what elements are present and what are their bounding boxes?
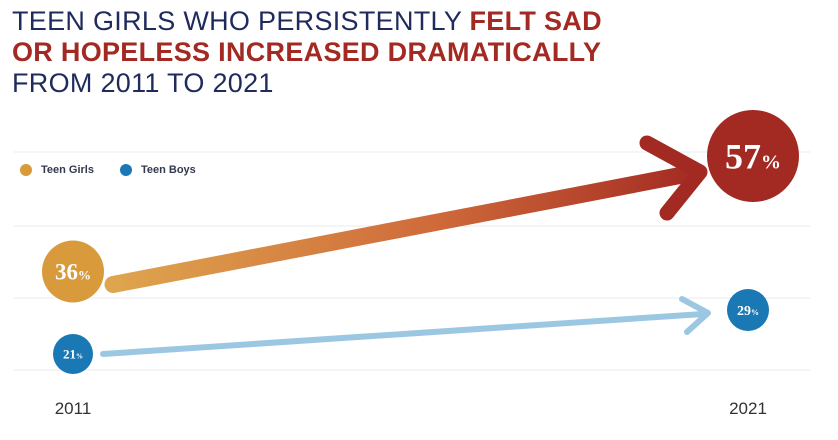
title-highlight-2: OR HOPELESS INCREASED DRAMATICALLY: [12, 37, 602, 67]
legend-dot-girls: [20, 164, 32, 176]
x-tick-2011: 2011: [55, 399, 92, 418]
x-tick-2021: 2021: [729, 399, 767, 418]
teen-boys-2011-dot: [53, 334, 93, 374]
legend: Teen Girls Teen Boys: [20, 164, 222, 176]
teen-girls-2021-unit: %: [761, 152, 781, 174]
teen-boys-arrowhead: [679, 296, 711, 335]
teen-boys-2021-dot: [727, 289, 769, 331]
legend-label-boys: Teen Boys: [140, 164, 196, 176]
legend-item-girls: Teen Girls: [20, 164, 94, 176]
teen-girls-arrowhead: [639, 135, 708, 221]
teen-girls-line: [104, 163, 707, 293]
teen-boys-line: [100, 311, 706, 357]
series-layer: 36%21%29%57%: [42, 110, 799, 374]
legend-dot-boys: [119, 164, 132, 176]
teen-girls-2011-unit: %: [78, 268, 91, 283]
title-part-1: TEEN GIRLS WHO PERSISTENTLY: [12, 6, 470, 36]
x-axis-ticks: 2011 2021: [55, 399, 767, 418]
legend-label-girls: Teen Girls: [41, 164, 94, 176]
teen-girls-2021-dot: [707, 110, 799, 202]
teen-boys-2021-label: 29%: [737, 304, 759, 319]
title-part-3: FROM 2011 TO 2021: [12, 68, 274, 98]
chart-title: TEEN GIRLS WHO PERSISTENTLY FELT SAD OR …: [12, 6, 812, 99]
legend-item-boys: Teen Boys: [119, 164, 196, 176]
title-line-1: TEEN GIRLS WHO PERSISTENTLY FELT SAD: [12, 6, 812, 37]
teen-boys-2021-unit: %: [751, 308, 759, 317]
teen-boys-2011-unit: %: [76, 353, 83, 361]
title-highlight-1: FELT SAD: [469, 6, 602, 36]
teen-girls-2011-dot: [42, 240, 104, 303]
